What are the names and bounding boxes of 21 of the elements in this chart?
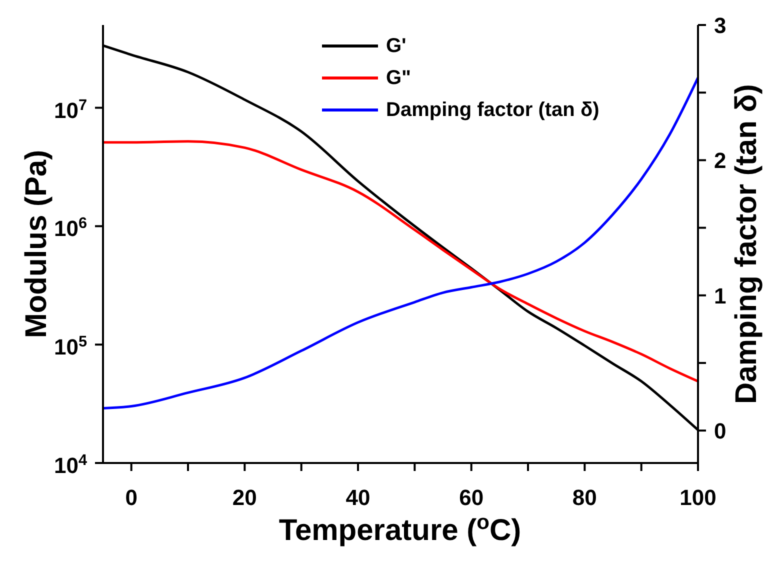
x-tick-label: 60 (459, 485, 484, 510)
y2-tick-label: 1 (714, 283, 726, 308)
legend-label: G" (386, 66, 412, 90)
x-tick-label: 20 (232, 485, 257, 510)
y2-axis-title: Damping factor (tan δ) (730, 84, 763, 404)
x-tick-label: 80 (572, 485, 597, 510)
y2-tick-label: 3 (714, 13, 726, 38)
x-tick-label: 100 (680, 485, 716, 510)
legend-label: G' (386, 34, 406, 58)
y-axis-title: Modulus (Pa) (20, 150, 53, 338)
y-tick-label: 10$^{4}$ (54, 452, 88, 478)
y-tick-label: 10$^{6}$ (54, 214, 87, 242)
x-tick-label: 40 (346, 485, 370, 510)
x-tick-label: 0 (125, 485, 138, 510)
legend-label: Damping factor (tan δ) (386, 98, 600, 122)
x-axis-title: Temperature ($^{o}$C) (278, 510, 522, 547)
y-tick-label: 10$^{7}$ (54, 96, 87, 123)
y2-tick-label: 2 (714, 148, 726, 174)
line-series (103, 140, 698, 383)
y2-tick-label: 0 (714, 418, 726, 444)
y-tick-label: 10$^{5}$ (54, 333, 88, 360)
